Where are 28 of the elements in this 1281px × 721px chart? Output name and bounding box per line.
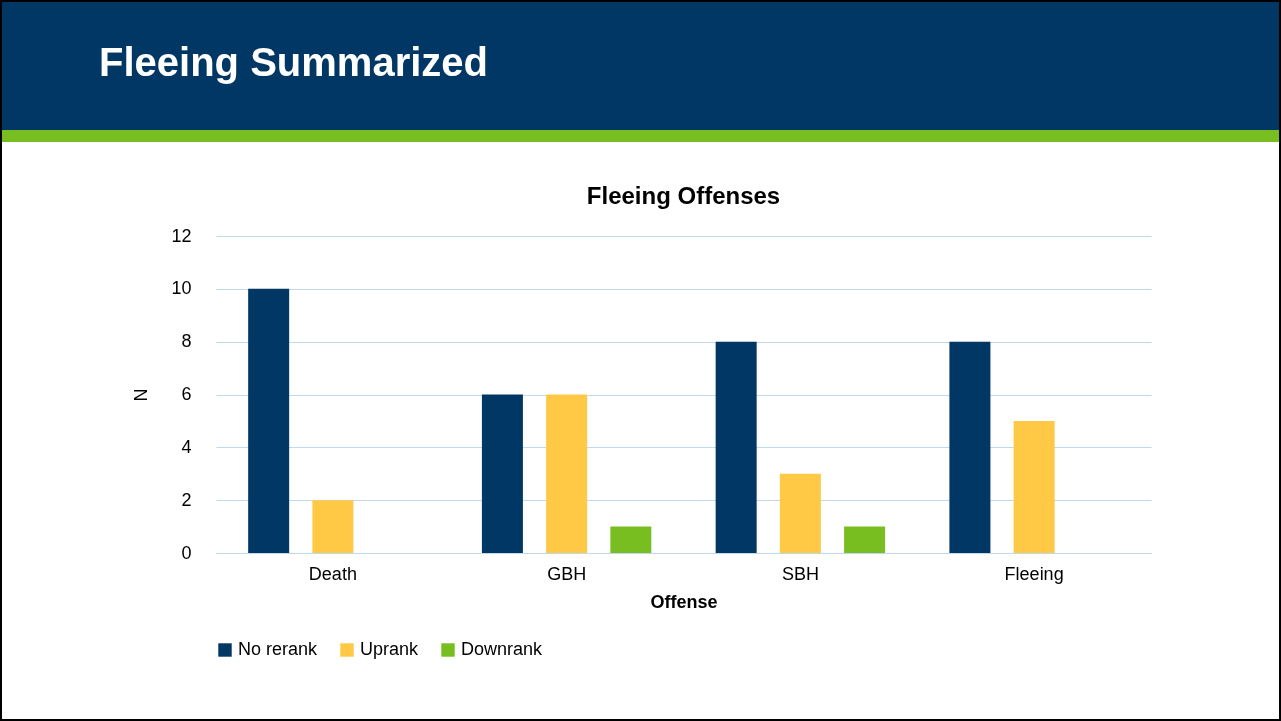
bar bbox=[312, 500, 354, 553]
y-tick-label: 8 bbox=[181, 331, 192, 352]
bar bbox=[1013, 420, 1055, 553]
bar bbox=[610, 526, 652, 553]
chart-title: Fleeing Summarized bbox=[99, 40, 488, 85]
x-tick-label: Fleeing bbox=[1004, 563, 1064, 584]
y-axis-title: N bbox=[131, 388, 152, 402]
y-tick-label: 0 bbox=[181, 542, 192, 563]
y-tick-label: 12 bbox=[171, 225, 192, 246]
x-axis-title: Offense bbox=[650, 591, 718, 612]
y-tick-label: 10 bbox=[171, 278, 192, 299]
y-tick-label: 6 bbox=[181, 384, 192, 404]
y-tick-label: 4 bbox=[181, 436, 192, 457]
x-tick-label: Death bbox=[308, 563, 357, 584]
y-tick-label: 2 bbox=[181, 489, 192, 510]
chart-subtitle: Fleeing Offenses bbox=[586, 182, 781, 209]
legend-label: Downrank bbox=[461, 639, 544, 659]
legend-label: Uprank bbox=[360, 639, 420, 659]
bar bbox=[779, 473, 821, 553]
bar bbox=[715, 341, 757, 553]
x-tick-label: SBH bbox=[781, 563, 819, 584]
bar bbox=[546, 394, 588, 553]
x-tick-label: GBH bbox=[547, 563, 587, 584]
bar bbox=[949, 341, 991, 553]
bar bbox=[248, 288, 290, 553]
bar bbox=[481, 394, 523, 553]
bar bbox=[844, 526, 886, 553]
legend-label: No rerank bbox=[238, 639, 319, 659]
